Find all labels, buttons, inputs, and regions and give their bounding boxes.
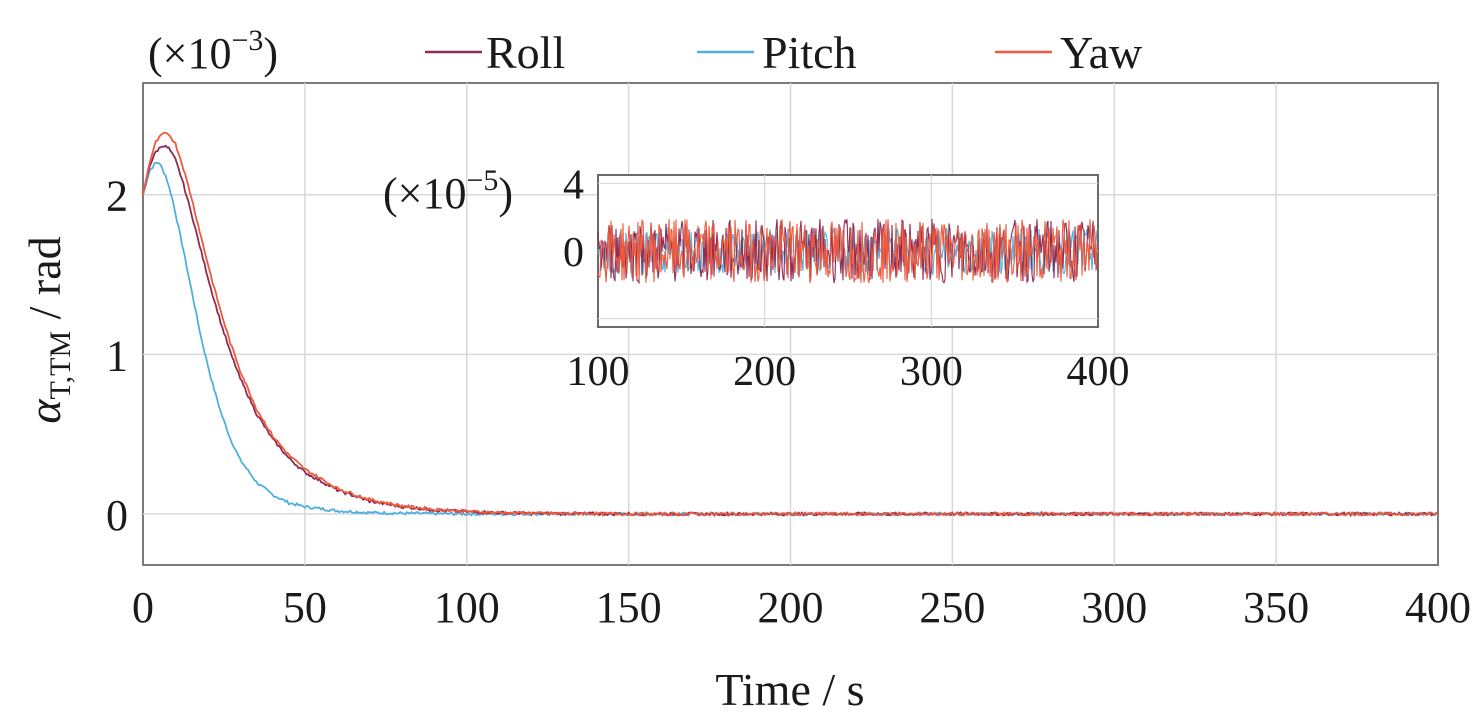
inset-x-tick-300: 300 xyxy=(900,349,963,395)
legend-roll-label: Roll xyxy=(486,27,565,78)
main-x-tick-labels: 0 50 100 150 200 250 300 350 400 xyxy=(132,583,1471,632)
main-y-tick-2: 2 xyxy=(106,172,128,221)
main-x-tick-300: 300 xyxy=(1081,583,1147,632)
inset-series-lines xyxy=(597,218,1098,285)
main-x-tick-150: 150 xyxy=(596,583,662,632)
main-y-tick-labels: 0 1 2 xyxy=(106,172,128,540)
main-x-tick-0: 0 xyxy=(132,583,154,632)
x-axis-title: Time / s xyxy=(715,664,864,715)
inset-series-yaw xyxy=(597,219,1098,284)
inset-y-tick-0: 0 xyxy=(563,230,584,276)
inset-x-tick-400: 400 xyxy=(1067,349,1130,395)
legend-pitch-label: Pitch xyxy=(762,27,857,78)
main-series-yaw xyxy=(142,131,1439,517)
inset-x-tick-200: 200 xyxy=(733,349,796,395)
main-x-tick-400: 400 xyxy=(1405,583,1471,632)
main-y-tick-0: 0 xyxy=(106,491,128,540)
inset-x-tick-labels: 100 200 300 400 xyxy=(567,349,1130,395)
main-x-tick-50: 50 xyxy=(283,583,327,632)
main-x-tick-250: 250 xyxy=(919,583,985,632)
inset-y-multiplier: (×10−5) xyxy=(383,164,513,218)
inset-y-tick-labels: 04 xyxy=(563,162,584,276)
legend: Roll Pitch Yaw xyxy=(425,27,1143,78)
inset-y-tick-4: 4 xyxy=(563,162,584,208)
legend-yaw-label: Yaw xyxy=(1060,27,1143,78)
main-y-multiplier: (×10−3) xyxy=(148,24,278,78)
inset-series-roll xyxy=(597,218,1098,285)
main-x-tick-200: 200 xyxy=(758,583,824,632)
y-axis-title: αT,TM / rad xyxy=(19,236,77,423)
main-series-lines xyxy=(142,131,1439,518)
main-y-tick-1: 1 xyxy=(106,331,128,380)
inset-x-tick-100: 100 xyxy=(567,349,630,395)
main-x-tick-100: 100 xyxy=(434,583,500,632)
main-x-tick-350: 350 xyxy=(1243,583,1309,632)
